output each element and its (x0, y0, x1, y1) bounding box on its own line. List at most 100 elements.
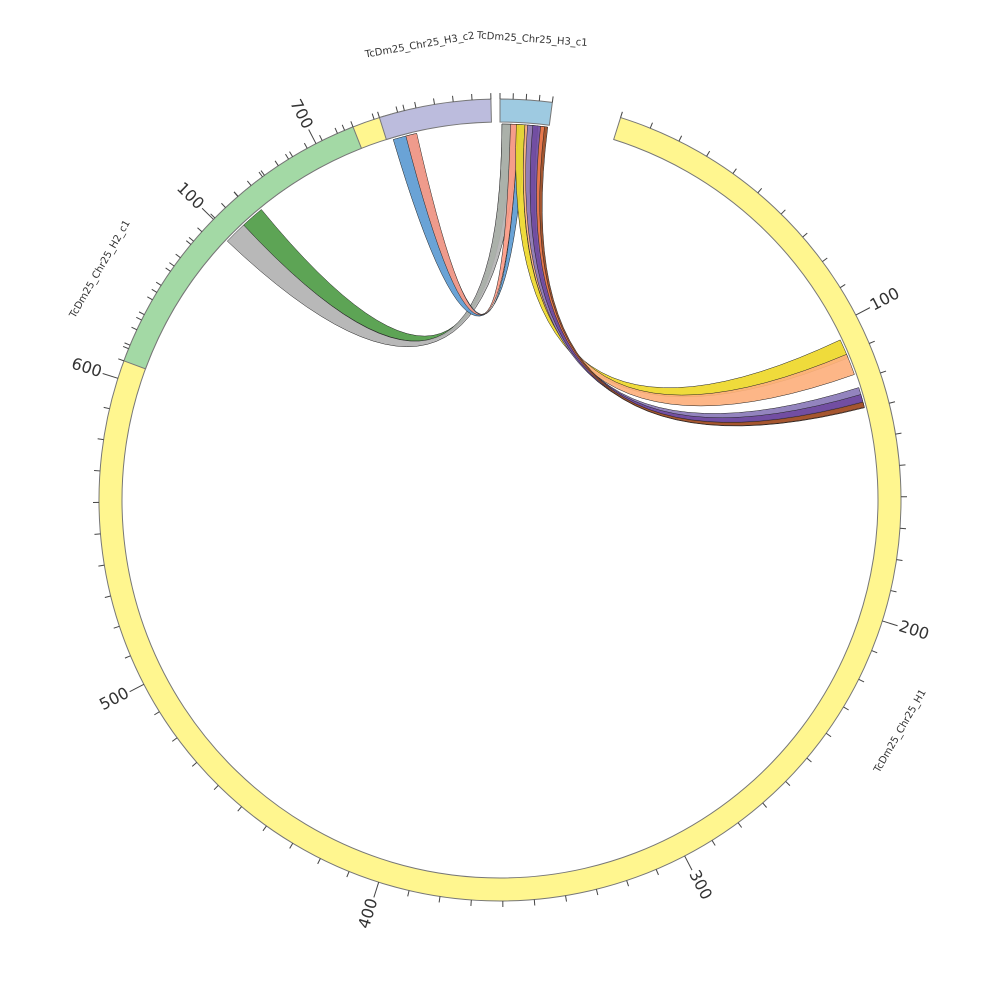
minor-tick (317, 858, 321, 865)
minor-tick (165, 267, 171, 272)
minor-tick (138, 311, 145, 316)
minor-tick (237, 806, 242, 812)
minor-tick (858, 678, 865, 683)
minor-tick (438, 896, 441, 903)
minor-tick (895, 432, 902, 435)
segment-TcDm25_Chr25_H2_c1 (123, 126, 363, 370)
minor-tick (402, 104, 405, 111)
minor-tick (839, 284, 846, 289)
minor-tick (655, 869, 659, 876)
minor-tick (334, 127, 338, 134)
minor-tick (880, 370, 887, 374)
minor-tick (711, 840, 716, 846)
minor-tick (155, 281, 162, 286)
minor-tick (103, 406, 110, 410)
minor-tick (210, 213, 216, 219)
minor-tick (188, 237, 194, 242)
minor-tick (191, 762, 198, 767)
minor-tick (346, 871, 350, 878)
segment-label: TcDm25_Chr25_H2_c1 (67, 218, 133, 320)
minor-tick (407, 890, 410, 897)
minor-tick (626, 880, 630, 887)
minor-tick (197, 227, 203, 233)
minor-tick (289, 843, 294, 849)
minor-tick (104, 595, 111, 598)
minor-tick (221, 202, 226, 208)
segment-label: TcDm25_Chr25_H1 (872, 688, 929, 776)
minor-tick (806, 757, 812, 763)
minor-tick (896, 559, 903, 561)
minor-tick (890, 590, 897, 593)
minor-tick (822, 257, 828, 263)
minor-tick (785, 781, 791, 786)
major-tick (855, 307, 871, 316)
minor-tick (825, 732, 832, 738)
minor-tick (246, 180, 252, 186)
minor-tick (118, 358, 125, 362)
minor-tick (452, 95, 454, 102)
minor-tick (433, 98, 435, 105)
tick-label: 300 (685, 867, 716, 903)
ticks-layer (93, 93, 907, 907)
segment-TcDm25_Chr25_H3_c1 (499, 98, 553, 126)
segment-TcDm25_Chr25_H3_c2 (378, 98, 492, 141)
minor-tick (899, 464, 906, 466)
minor-tick (871, 650, 878, 654)
minor-tick (94, 533, 101, 535)
minor-tick (533, 899, 536, 906)
tick-label: 400 (354, 896, 381, 931)
minor-tick (124, 342, 131, 346)
minor-tick (285, 153, 290, 160)
minor-tick (233, 191, 239, 197)
minor-tick (124, 655, 131, 659)
link-ribbon (539, 126, 865, 426)
minor-tick (732, 168, 737, 174)
minor-tick (551, 96, 554, 103)
minor-tick (377, 111, 380, 118)
major-tick (684, 855, 693, 871)
minor-tick (350, 121, 354, 128)
minor-tick (762, 802, 767, 808)
minor-tick (802, 232, 808, 238)
major-tick (373, 882, 380, 898)
minor-tick (136, 316, 142, 321)
major-tick (102, 372, 119, 379)
minor-tick (260, 170, 265, 176)
minor-tick (780, 209, 786, 215)
minor-tick (341, 124, 346, 131)
minor-tick (169, 262, 175, 267)
minor-tick (414, 101, 417, 109)
segment-label: TcDm25_Chr25_H3_c2 (363, 30, 475, 60)
links-layer (226, 123, 865, 427)
minor-tick (131, 326, 138, 331)
minor-tick (889, 401, 896, 404)
major-tick (308, 129, 317, 144)
minor-tick (98, 564, 105, 567)
major-tick (129, 683, 145, 693)
segment-label: TcDm25_Chr25_H3_c1 (475, 30, 587, 49)
tick-label: 200 (897, 616, 932, 643)
minor-tick (185, 240, 192, 245)
minor-tick (258, 171, 263, 178)
labels-layer: 100 200 300 400 500 600 700 TcDm25_Chr25_H1 100 T… (67, 30, 931, 931)
minor-tick (371, 113, 375, 120)
minor-tick (706, 150, 711, 157)
minor-tick (869, 340, 875, 344)
minor-tick (213, 785, 219, 791)
tick-label: 600 (69, 354, 104, 381)
minor-tick (620, 111, 623, 118)
link-ribbon (405, 123, 519, 316)
minor-tick (113, 625, 120, 629)
minor-tick (678, 135, 683, 142)
segments-layer (98, 98, 902, 902)
minor-tick (262, 825, 267, 832)
minor-tick (154, 711, 160, 716)
minor-tick (171, 737, 178, 742)
minor-tick (395, 106, 399, 113)
minor-tick (595, 889, 599, 896)
tick-label: 500 (96, 683, 132, 714)
minor-tick (843, 706, 849, 711)
tick-label: 100 (173, 178, 208, 213)
tick-label: 700 (286, 96, 317, 132)
